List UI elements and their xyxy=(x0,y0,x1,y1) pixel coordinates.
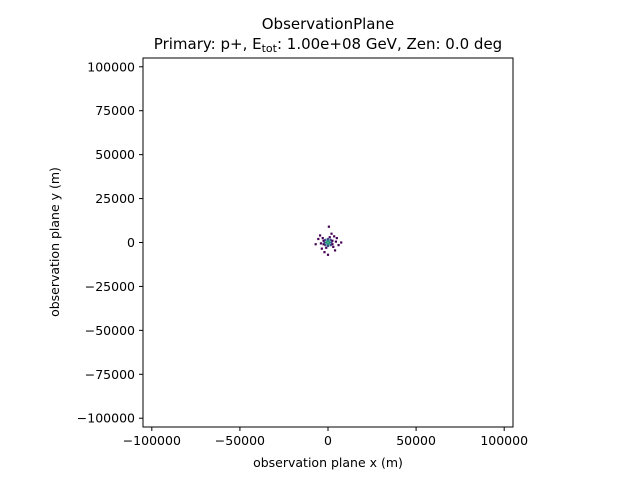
subtitle-prefix: Primary: p+, E xyxy=(154,35,262,53)
heatmap-cell xyxy=(326,253,330,256)
heatmap-cell xyxy=(319,242,323,245)
heatmap-cell xyxy=(331,243,334,246)
heatmap-cell xyxy=(329,238,332,241)
heatmap-cell xyxy=(314,243,317,246)
heatmap-cell xyxy=(326,239,330,242)
heatmap-cell xyxy=(324,238,327,241)
heatmap-cell xyxy=(330,232,333,235)
x-tick-label: −50000 xyxy=(215,433,265,448)
y-tick-label: 50000 xyxy=(95,147,135,162)
heatmap-cell xyxy=(340,241,343,244)
y-tick-label: 25000 xyxy=(95,191,135,206)
y-axis-label: observation plane y (m) xyxy=(47,167,62,317)
heatmap-cell xyxy=(318,234,322,237)
heatmap-cell xyxy=(317,237,320,241)
heatmap-cell xyxy=(335,237,338,240)
y-tick-label: −50000 xyxy=(85,323,135,338)
y-tick-label: −75000 xyxy=(85,367,135,382)
heatmap-cell xyxy=(332,245,335,248)
y-axis-ticks: 100000 75000 50000 25000 0 −25000 −50000 −75000… xyxy=(77,59,143,426)
heatmap-cell xyxy=(328,236,331,239)
heatmap-cell xyxy=(324,244,327,247)
x-tick-label: −100000 xyxy=(123,433,181,448)
chart-subtitle: Primary: p+, Etot: 1.00e+08 GeV, Zen: 0.… xyxy=(154,35,502,55)
y-tick-label: 0 xyxy=(127,235,135,250)
heatmap-cell xyxy=(322,239,325,242)
heatmap-cell xyxy=(323,241,326,244)
y-tick-label: −100000 xyxy=(77,411,135,426)
heatmap-cell xyxy=(325,246,328,249)
heatmap-cell xyxy=(337,244,340,247)
y-tick-label: 75000 xyxy=(95,103,135,118)
heatmap-cell xyxy=(323,251,326,254)
heatmap-cell xyxy=(330,241,333,244)
heatmap-cell xyxy=(329,244,332,247)
heatmap-cell xyxy=(325,241,328,244)
x-axis-ticks: −100000 −50000 0 50000 100000 xyxy=(123,427,528,448)
heatmap-cell xyxy=(334,240,338,243)
heatmap-cell xyxy=(327,225,330,228)
heatmap-cell xyxy=(326,244,330,248)
y-tick-label: 100000 xyxy=(87,59,135,74)
heatmap-cell xyxy=(331,239,334,242)
heatmap-cell xyxy=(333,235,336,238)
x-tick-label: 0 xyxy=(324,433,332,448)
heatmap-cell xyxy=(322,243,325,246)
x-tick-label: 100000 xyxy=(480,433,528,448)
y-tick-label: −25000 xyxy=(85,279,135,294)
heatmap-cell xyxy=(326,243,330,246)
chart-title: ObservationPlane xyxy=(262,15,394,33)
heatmap-cells xyxy=(314,225,343,256)
x-axis-label: observation plane x (m) xyxy=(253,455,403,470)
heatmap-cell xyxy=(333,249,337,252)
heatmap-cell xyxy=(320,247,323,250)
heatmap-cell xyxy=(321,237,324,240)
heatmap-cell xyxy=(328,241,331,244)
heatmap-cell xyxy=(326,237,330,241)
subtitle-subscript: tot xyxy=(262,42,278,55)
x-tick-label: 50000 xyxy=(396,433,436,448)
subtitle-suffix: : 1.00e+08 GeV, Zen: 0.0 deg xyxy=(277,35,502,53)
